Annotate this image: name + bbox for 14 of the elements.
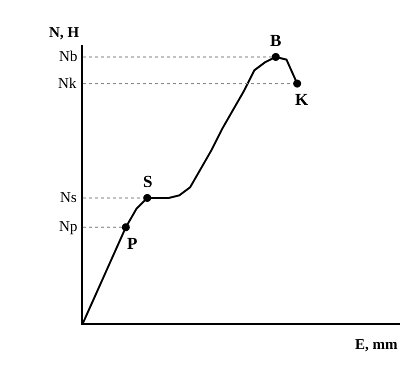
point xyxy=(143,194,152,202)
annotation: K xyxy=(295,90,309,109)
ref-line-label: Nb xyxy=(59,49,78,65)
ref-line-label: Ns xyxy=(60,190,77,206)
point xyxy=(293,80,302,88)
ref-line-label: Np xyxy=(59,219,78,235)
x-axis-title: E, mm xyxy=(355,337,398,353)
ref-line-label: Nk xyxy=(58,76,77,92)
y-axis-title: N, H xyxy=(49,25,80,41)
point xyxy=(272,52,280,61)
point xyxy=(122,223,130,232)
annotation: S xyxy=(143,172,152,191)
annotation: B xyxy=(270,31,282,50)
annotation: P xyxy=(127,234,138,253)
